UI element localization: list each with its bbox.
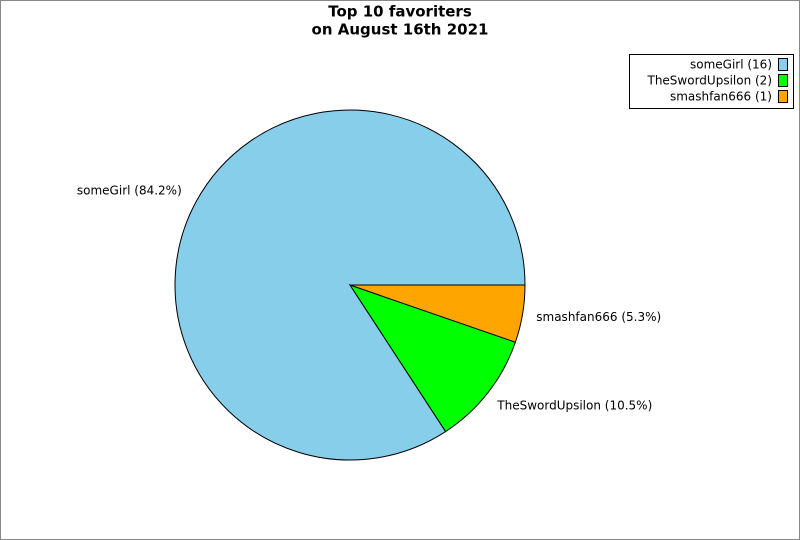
slice-label: someGirl (84.2%) — [77, 184, 182, 198]
legend-label: TheSwordUpsilon (2) — [646, 74, 772, 88]
legend-box — [629, 54, 794, 109]
legend-swatch — [778, 90, 788, 103]
slice-label: TheSwordUpsilon (10.5%) — [496, 399, 652, 413]
legend-swatch — [778, 58, 788, 71]
pie-slice — [348, 284, 517, 433]
legend-swatch — [778, 74, 788, 87]
pie-slice — [349, 284, 526, 343]
legend-label: smashfan666 (1) — [670, 90, 772, 104]
legend-label: someGirl (16) — [690, 58, 772, 72]
chart-title: Top 10 favoriters — [328, 3, 472, 21]
chart-subtitle: on August 16th 2021 — [312, 21, 489, 39]
slice-label: smashfan666 (5.3%) — [536, 310, 661, 324]
